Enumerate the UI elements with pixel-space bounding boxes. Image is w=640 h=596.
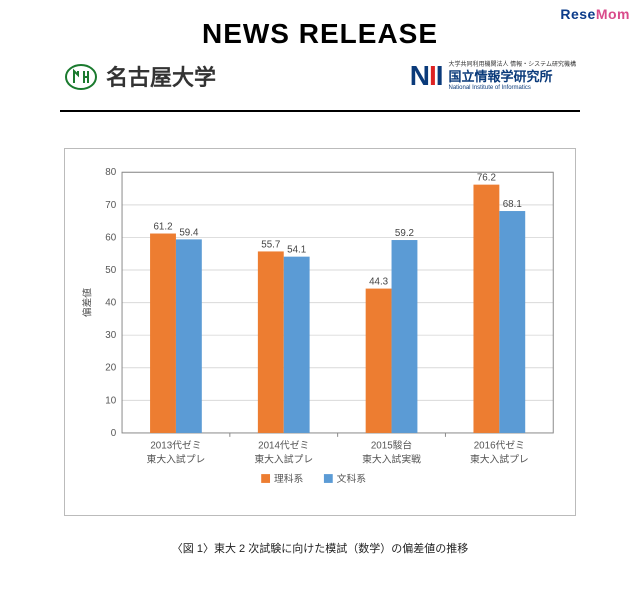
svg-text:54.1: 54.1: [287, 245, 306, 256]
svg-text:76.2: 76.2: [477, 173, 496, 184]
svg-text:55.7: 55.7: [261, 240, 280, 251]
page-title: NEWS RELEASE: [60, 18, 580, 50]
svg-text:68.1: 68.1: [503, 199, 522, 210]
svg-text:偏差値: 偏差値: [81, 288, 94, 318]
svg-text:59.4: 59.4: [179, 227, 199, 238]
svg-text:東大入試プレ: 東大入試プレ: [147, 452, 206, 465]
logo-row: 名古屋大学 NII 大学共同利用機関法人 情報・システム研究機構 国立情報学研究…: [60, 60, 580, 92]
svg-text:文科系: 文科系: [337, 472, 367, 485]
svg-text:0: 0: [111, 428, 117, 439]
svg-text:44.3: 44.3: [369, 277, 389, 288]
svg-text:東大入試プレ: 東大入試プレ: [254, 452, 313, 465]
svg-text:60: 60: [105, 232, 116, 243]
header-divider: [60, 110, 580, 112]
svg-text:2013代ゼミ: 2013代ゼミ: [150, 440, 201, 452]
svg-text:2015駿台: 2015駿台: [371, 439, 413, 452]
nii-logo: NII 大学共同利用機関法人 情報・システム研究機構 国立情報学研究所 Nati…: [410, 60, 576, 92]
watermark-logo: ReseMom: [560, 6, 630, 22]
bar-chart: 01020304050607080偏差値61.259.42013代ゼミ東大入試プ…: [75, 157, 565, 507]
svg-text:70: 70: [105, 200, 116, 211]
svg-text:40: 40: [105, 298, 116, 309]
chart-panel: 01020304050607080偏差値61.259.42013代ゼミ東大入試プ…: [64, 148, 576, 516]
svg-text:30: 30: [105, 330, 116, 341]
svg-text:2016代ゼミ: 2016代ゼミ: [474, 440, 525, 452]
svg-text:2014代ゼミ: 2014代ゼミ: [258, 440, 309, 452]
nagoya-text: 名古屋大学: [106, 60, 216, 92]
figure-caption: 〈図 1〉東大 2 次試験に向けた模試（数学）の偏差値の推移: [0, 540, 640, 556]
header: NEWS RELEASE 名古屋大学 NII 大学共同利用機関法人 情報・システ…: [0, 0, 640, 102]
nii-text: 大学共同利用機関法人 情報・システム研究機構 国立情報学研究所 National…: [449, 62, 577, 92]
svg-text:59.2: 59.2: [395, 228, 414, 239]
svg-text:10: 10: [105, 395, 116, 406]
nagoya-logo: 名古屋大学: [64, 60, 216, 92]
svg-text:80: 80: [105, 167, 116, 178]
svg-text:理科系: 理科系: [274, 472, 304, 485]
nii-mark-icon: NII: [410, 60, 443, 92]
svg-text:東大入試プレ: 東大入試プレ: [470, 452, 529, 465]
svg-text:61.2: 61.2: [153, 222, 172, 233]
svg-text:50: 50: [105, 265, 116, 276]
svg-text:東大入試実戦: 東大入試実戦: [362, 452, 421, 465]
nagoya-mark-icon: [64, 61, 98, 91]
svg-text:20: 20: [105, 363, 116, 374]
